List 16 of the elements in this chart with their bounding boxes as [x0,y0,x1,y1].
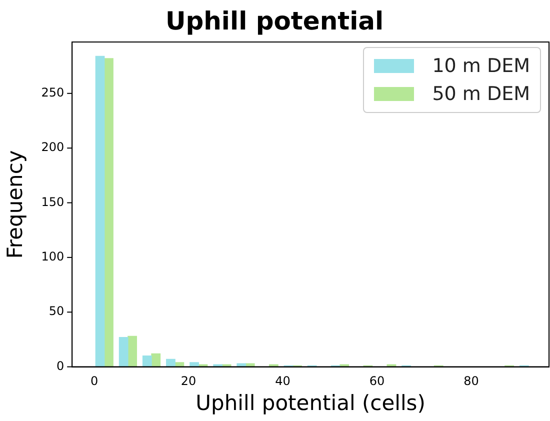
legend-label: 50 m DEM [432,83,530,105]
x-tick-label: 0 [90,374,98,388]
x-axis-title: Uphill potential (cells) [196,390,426,415]
y-tick-label: 200 [41,140,64,154]
y-tick-label: 50 [48,304,64,318]
x-tick-label: 20 [180,374,196,388]
x-tick-label: 40 [275,374,290,388]
y-tick-label: 150 [41,194,64,209]
x-tick-label: 80 [464,374,479,388]
legend-label: 10 m DEM [432,55,530,77]
y-axis-title: Frequency [3,150,28,259]
y-tick-label: 100 [41,250,64,264]
x-tick-label: 60 [369,374,385,388]
y-tick-label: 250 [41,86,64,100]
chart-title: Uphill potential [165,6,384,36]
y-tick-label: 0 [56,358,64,373]
